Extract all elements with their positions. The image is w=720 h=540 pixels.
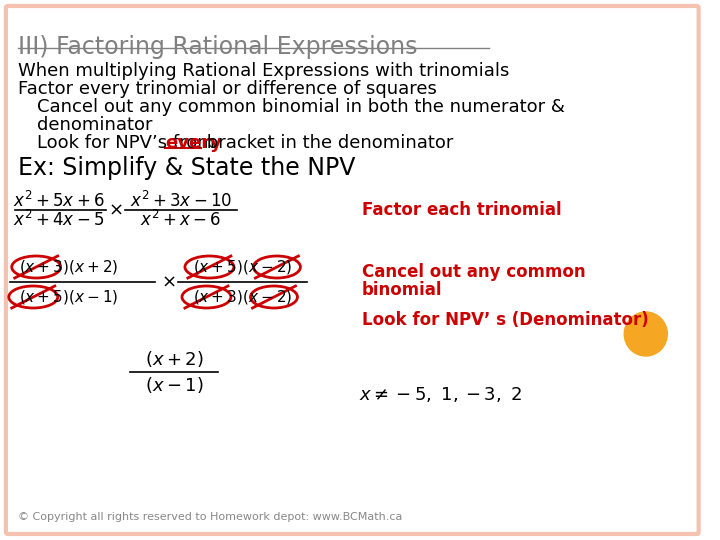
Text: Cancel out any common: Cancel out any common xyxy=(362,263,585,281)
Text: $(x-1)$: $(x-1)$ xyxy=(145,375,204,395)
Text: binomial: binomial xyxy=(362,281,443,299)
FancyBboxPatch shape xyxy=(6,6,698,534)
Text: Ex: Simplify & State the NPV: Ex: Simplify & State the NPV xyxy=(17,156,355,180)
Text: $x^2+x-6$: $x^2+x-6$ xyxy=(140,210,222,230)
Text: Look for NPV’s from: Look for NPV’s from xyxy=(37,134,221,152)
Text: $\times$: $\times$ xyxy=(161,273,176,291)
Text: © Copyright all rights reserved to Homework depot: www.BCMath.ca: © Copyright all rights reserved to Homew… xyxy=(17,512,402,522)
Text: every: every xyxy=(166,134,222,152)
Text: $(x+3)(x+2)$: $(x+3)(x+2)$ xyxy=(19,258,118,276)
Text: When multiplying Rational Expressions with trinomials: When multiplying Rational Expressions wi… xyxy=(17,62,509,80)
Text: $(x+3)(x-2)$: $(x+3)(x-2)$ xyxy=(193,288,292,306)
Circle shape xyxy=(624,312,667,356)
Text: Look for NPV’ s (Denominator): Look for NPV’ s (Denominator) xyxy=(362,311,649,329)
Text: $x^2+4x-5$: $x^2+4x-5$ xyxy=(13,210,104,230)
Text: $(x+2)$: $(x+2)$ xyxy=(145,349,204,369)
Text: Cancel out any common binomial in both the numerator &: Cancel out any common binomial in both t… xyxy=(37,98,565,116)
Text: $x^2+5x+6$: $x^2+5x+6$ xyxy=(13,191,104,211)
Text: $(x+5)(x-2)$: $(x+5)(x-2)$ xyxy=(193,258,292,276)
Text: III) Factoring Rational Expressions: III) Factoring Rational Expressions xyxy=(17,35,417,59)
Text: $x \neq -5,\ 1,-3,\ 2$: $x \neq -5,\ 1,-3,\ 2$ xyxy=(359,384,522,403)
Text: Factor each trinomial: Factor each trinomial xyxy=(362,201,562,219)
Text: $\times$: $\times$ xyxy=(108,201,123,219)
Text: Factor every trinomial or difference of squares: Factor every trinomial or difference of … xyxy=(17,80,436,98)
Text: $x^2+3x-10$: $x^2+3x-10$ xyxy=(130,191,232,211)
Text: bracket in the denominator: bracket in the denominator xyxy=(201,134,453,152)
Text: denominator: denominator xyxy=(37,116,153,134)
Text: $(x+5)(x-1)$: $(x+5)(x-1)$ xyxy=(19,288,118,306)
